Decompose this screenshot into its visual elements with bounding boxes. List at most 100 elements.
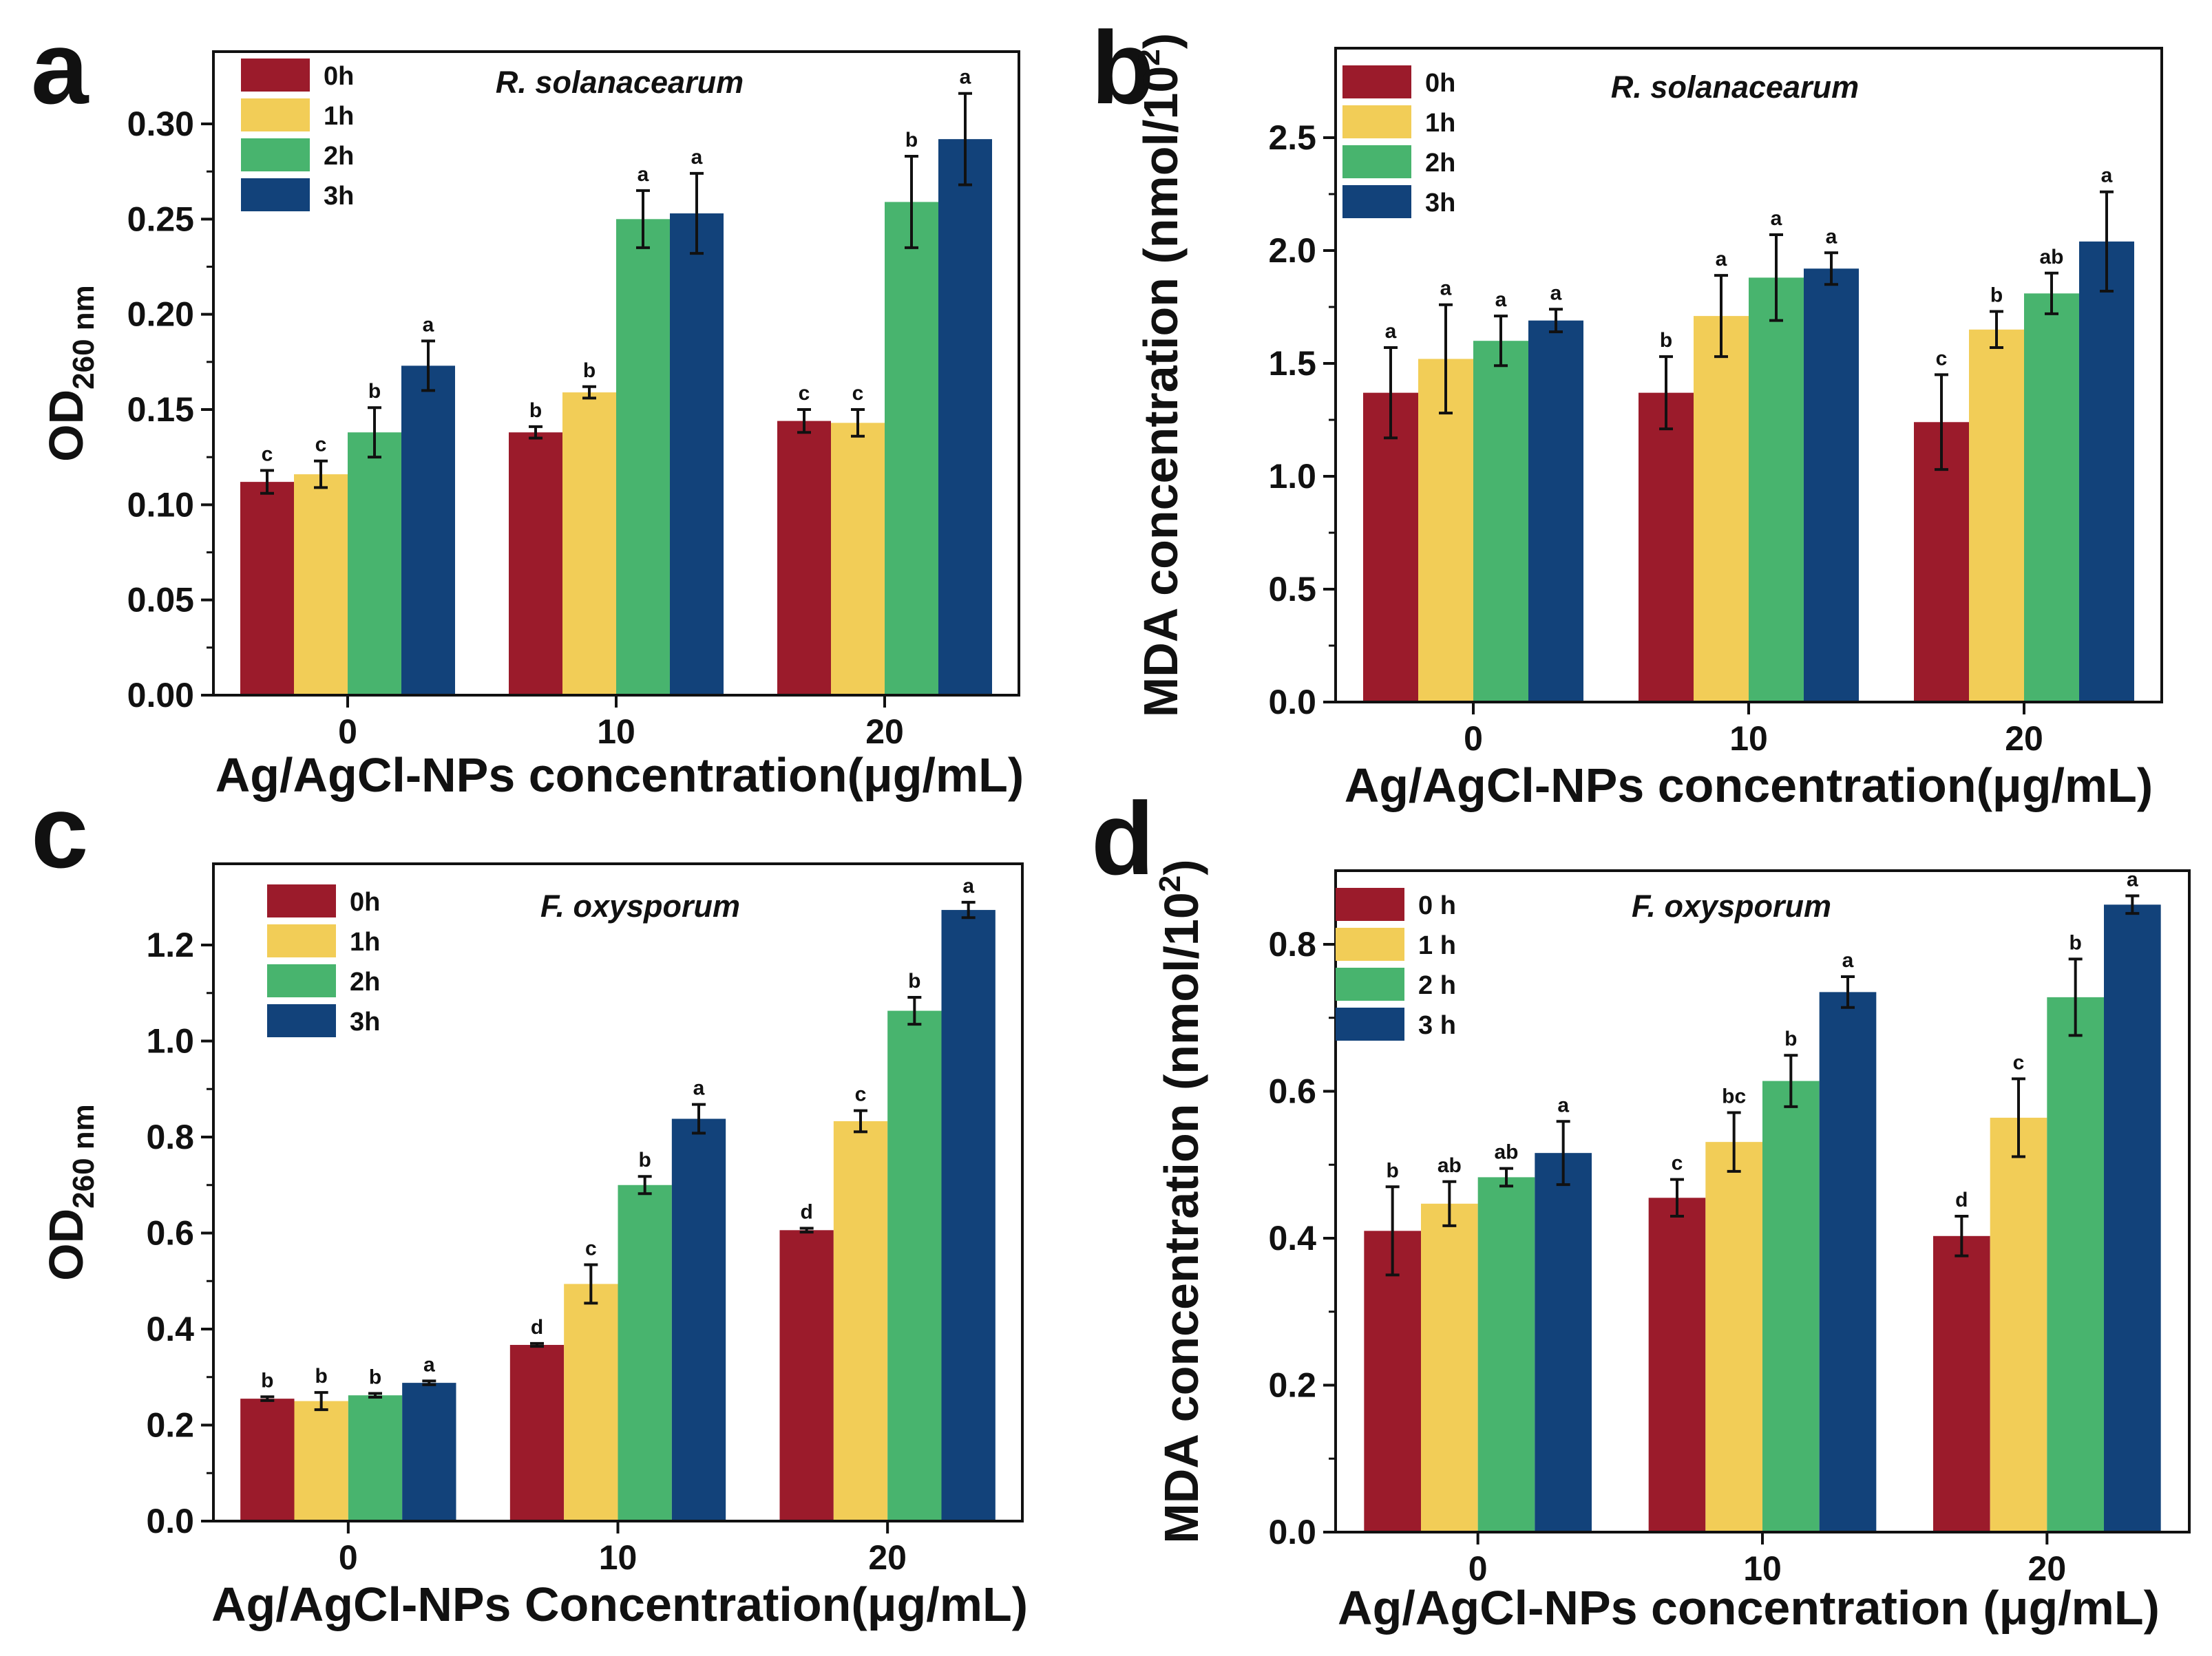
bar-2h-20 [885, 202, 938, 695]
y-tick-label: 0.0 [146, 1502, 194, 1540]
plot-frame [212, 862, 1024, 1522]
significance-letter: ab [2039, 246, 2063, 268]
legend-item: 1 h [1336, 928, 1456, 961]
bar-0h-10 [509, 432, 562, 695]
significance-letter: c [262, 443, 273, 466]
error-bar [1714, 274, 1728, 359]
y-tick-label: 0.0 [1268, 683, 1316, 721]
x-axis-title: Ag/AgCl-NPs concentration(μg/mL) [1345, 758, 2153, 812]
panel-letter-c: c [31, 774, 88, 889]
bar-2h-20 [2047, 997, 2104, 1532]
bar-1h-10 [564, 1284, 618, 1521]
bar-1h-10 [1705, 1142, 1762, 1532]
bar-3h-10 [670, 213, 724, 695]
panel-c: b b b a d c b a d c b a 0.0 0.2 0.4 0.6 0.8 1.0 1.2 0 10 20… [39, 862, 1028, 1631]
y-tick-label: 1.0 [146, 1022, 194, 1061]
legend-label: 2 h [1418, 971, 1456, 1000]
legend-swatch [1336, 968, 1404, 1001]
legend-swatch [1336, 1008, 1404, 1041]
legend-item: 2h [241, 138, 354, 171]
bar-3h-0 [402, 1383, 456, 1521]
bar-3h-10 [1819, 992, 1877, 1532]
bar-2h-10 [1762, 1081, 1820, 1532]
significance-letter: c [852, 382, 864, 405]
error-bar [797, 408, 811, 434]
legend: 0h 1h 2h 3h [241, 59, 354, 211]
x-axis-ticks: 0 10 20 [338, 695, 904, 751]
y-tick-label: 0.15 [127, 390, 194, 429]
bar-3h-10 [1804, 268, 1859, 702]
y-tick-label: 0.8 [1268, 925, 1316, 964]
legend-swatch [267, 964, 336, 997]
significance-letter: b [1990, 284, 2003, 307]
bar-3h-20 [941, 910, 996, 1521]
significance-letter: b [1387, 1159, 1399, 1182]
bar-0h-0 [240, 482, 294, 695]
legend-label: 2h [1425, 149, 1455, 178]
y-axis-ticks: 0.0 0.5 1.0 1.5 2.0 2.5 [1268, 118, 1336, 721]
panel-letter-b: b [1091, 10, 1155, 125]
error-bar [1499, 1167, 1513, 1188]
x-axis-title: Ag/AgCl-NPs Concentration(μg/mL) [211, 1578, 1028, 1631]
legend: 0h 1h 2h 3h [267, 884, 380, 1037]
y-tick-label: 0.5 [1268, 570, 1316, 608]
y-tick-label: 0.2 [1268, 1366, 1316, 1405]
legend-label: 2h [350, 968, 380, 997]
significance-layer: b b b a d c b a d c b a [261, 875, 974, 1392]
y-tick-label: 1.0 [1268, 457, 1316, 496]
bar-3h-20 [938, 139, 992, 696]
y-axis-title-main: OD [39, 390, 93, 462]
bars-layer [240, 910, 996, 1521]
x-tick-label: 20 [2005, 719, 2043, 758]
y-tick-label: 0.2 [146, 1406, 194, 1445]
y-axis-ticks: 0.0 0.2 0.4 0.6 0.8 1.0 1.2 [146, 926, 213, 1540]
legend-item: 0h [241, 59, 354, 92]
y-axis-title-main: OD [39, 1209, 93, 1281]
bar-0h-0 [240, 1399, 295, 1521]
panel-letter-d: d [1091, 781, 1155, 896]
y-tick-label: 0.4 [1268, 1219, 1316, 1257]
y-axis-title: OD260 nm [39, 285, 101, 462]
x-tick-label: 0 [1468, 1549, 1488, 1588]
y-tick-label: 0.6 [146, 1214, 194, 1253]
legend-label: 0 h [1418, 891, 1456, 920]
legend-item: 0h [267, 884, 380, 917]
legend-label: 3h [350, 1008, 380, 1037]
significance-letter: c [585, 1238, 597, 1260]
legend-swatch [267, 924, 336, 957]
legend-item: 2h [1342, 145, 1455, 178]
error-bar [260, 469, 274, 495]
error-bar [529, 425, 543, 440]
significance-letter: a [638, 163, 649, 186]
bar-3h-0 [1528, 320, 1583, 702]
error-bar [260, 1395, 275, 1402]
y-tick-label: 1.5 [1268, 344, 1316, 383]
panel-a: c c b a b b a a c c b a 0.00 0.05 0.10 0.15 0.20 0.25 0.3… [39, 50, 1024, 802]
legend-item: 3h [1342, 185, 1455, 218]
bar-2h-0 [1477, 1177, 1535, 1532]
significance-letter: a [1440, 277, 1452, 300]
legend-label: 1h [1425, 109, 1455, 138]
significance-letter: a [691, 146, 703, 169]
error-bar [799, 1227, 814, 1234]
organism-label: F. oxysporum [540, 889, 740, 924]
error-bar [1385, 1185, 1400, 1277]
bars-layer [1363, 241, 2134, 702]
plot-frame [212, 50, 1020, 697]
y-axis-title-subscript: 260 nm [67, 285, 101, 390]
y-tick-label: 0.4 [146, 1310, 194, 1348]
legend-swatch [1342, 105, 1411, 138]
bar-2h-0 [348, 1395, 403, 1521]
y-tick-label: 0.8 [146, 1118, 194, 1156]
significance-letter: ab [1437, 1154, 1462, 1177]
error-bar [1442, 1180, 1457, 1227]
bar-2h-0 [348, 432, 401, 695]
legend-item: 1h [241, 98, 354, 131]
legend-label: 1h [350, 928, 380, 957]
bar-2h-20 [2024, 293, 2079, 702]
x-axis-title: Ag/AgCl-NPs concentration(μg/mL) [215, 748, 1024, 802]
significance-letter: b [908, 970, 920, 992]
legend-label: 1h [324, 102, 354, 131]
legend-label: 3h [324, 182, 354, 211]
